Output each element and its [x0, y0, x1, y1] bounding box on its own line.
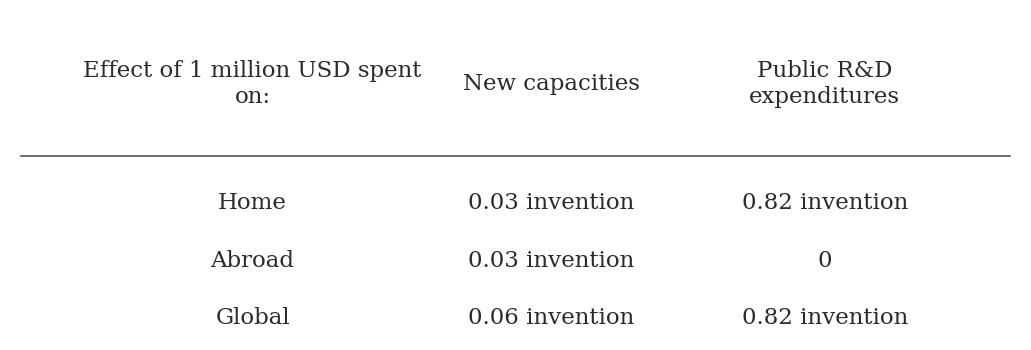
Text: Effect of 1 million USD spent
on:: Effect of 1 million USD spent on:	[84, 60, 422, 108]
Text: Abroad: Abroad	[210, 250, 295, 272]
Text: Global: Global	[215, 308, 290, 329]
Text: 0.03 invention: 0.03 invention	[468, 250, 635, 272]
Text: 0.06 invention: 0.06 invention	[468, 308, 635, 329]
Text: 0.82 invention: 0.82 invention	[741, 192, 908, 214]
Text: 0.03 invention: 0.03 invention	[468, 192, 635, 214]
Text: New capacities: New capacities	[463, 73, 640, 95]
Text: 0: 0	[818, 250, 832, 272]
Text: 0.82 invention: 0.82 invention	[741, 308, 908, 329]
Text: Home: Home	[219, 192, 287, 214]
Text: Public R&D
expenditures: Public R&D expenditures	[750, 60, 900, 108]
